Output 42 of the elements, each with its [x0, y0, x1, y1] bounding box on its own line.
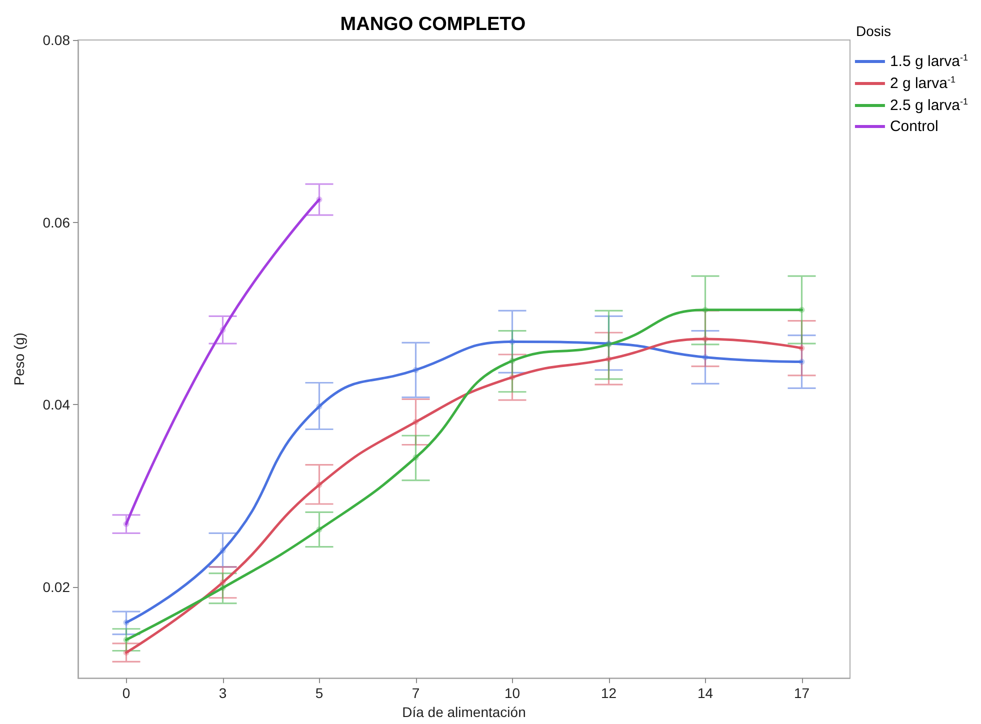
point — [123, 650, 130, 656]
point — [412, 454, 419, 460]
chart-title: MANGO COMPLETO — [340, 14, 526, 35]
point — [798, 345, 805, 352]
point — [220, 547, 226, 554]
point — [509, 374, 516, 380]
point — [123, 619, 130, 626]
y-axis-title: Peso (g) — [11, 332, 27, 386]
point — [220, 584, 226, 591]
point — [798, 306, 805, 313]
x-tick-label: 7 — [412, 685, 420, 702]
x-tick-label: 14 — [697, 685, 714, 702]
point — [316, 526, 322, 533]
point — [220, 326, 226, 333]
point — [509, 338, 516, 345]
point — [316, 196, 322, 203]
x-tick-label: 5 — [315, 685, 324, 702]
point — [123, 521, 130, 528]
point — [316, 403, 322, 410]
point — [702, 336, 708, 342]
point — [412, 366, 419, 373]
x-tick-label: 0 — [122, 685, 130, 702]
point — [220, 579, 226, 586]
x-tick-label: 12 — [600, 685, 617, 702]
point — [606, 356, 612, 362]
point — [412, 418, 419, 425]
x-tick-label: 3 — [218, 685, 227, 702]
legend-title: Dosis — [856, 23, 892, 39]
x-tick-label: 10 — [504, 685, 520, 702]
point — [702, 354, 708, 360]
point — [509, 358, 516, 364]
point — [316, 482, 322, 488]
y-tick-label: 0.02 — [42, 578, 70, 595]
point — [123, 636, 130, 643]
x-axis-title: Día de alimentación — [402, 704, 526, 720]
legend-label: Control — [890, 118, 938, 135]
point — [798, 358, 805, 365]
y-tick-label: 0.08 — [42, 32, 70, 48]
y-tick-label: 0.04 — [42, 396, 70, 413]
y-tick-label: 0.06 — [42, 214, 70, 230]
point — [702, 306, 708, 313]
x-tick-label: 17 — [794, 685, 810, 702]
